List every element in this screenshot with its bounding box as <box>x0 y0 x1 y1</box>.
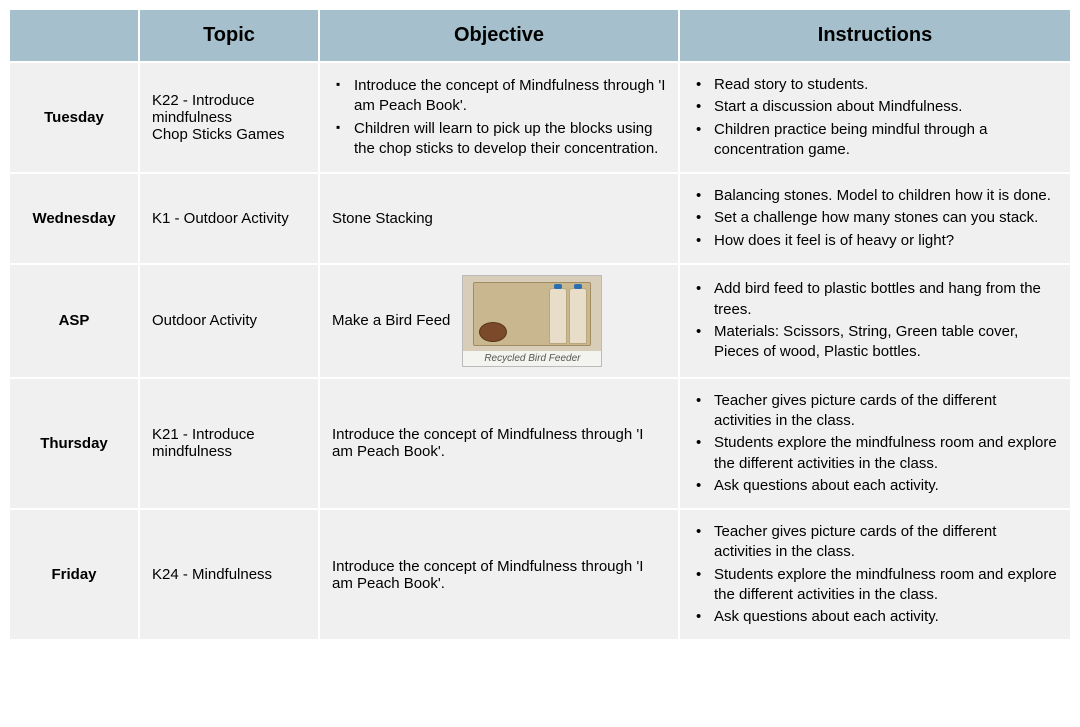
image-caption: Recycled Bird Feeder <box>463 351 601 366</box>
day-cell: Wednesday <box>9 173 139 264</box>
list-item: Teacher gives picture cards of the diffe… <box>692 391 1058 432</box>
table-row: TuesdayK22 - Introduce mindfulnessChop S… <box>9 62 1071 173</box>
instructions-cell: Teacher gives picture cards of the diffe… <box>679 509 1071 640</box>
topic-cell: K21 - Introduce mindfulness <box>139 378 319 509</box>
list-item: Read story to students. <box>692 75 1058 95</box>
table-row: WednesdayK1 - Outdoor ActivityStone Stac… <box>9 173 1071 264</box>
objective-cell: Introduce the concept of Mindfulness thr… <box>319 378 679 509</box>
instructions-cell: Teacher gives picture cards of the diffe… <box>679 378 1071 509</box>
objective-text: Make a Bird Feed <box>332 312 450 329</box>
header-topic: Topic <box>139 9 319 62</box>
objective-cell: Introduce the concept of Mindfulness thr… <box>319 509 679 640</box>
topic-cell: K1 - Outdoor Activity <box>139 173 319 264</box>
instructions-list: Add bird feed to plastic bottles and han… <box>692 279 1058 362</box>
table-body: TuesdayK22 - Introduce mindfulnessChop S… <box>9 62 1071 640</box>
topic-cell: K24 - Mindfulness <box>139 509 319 640</box>
list-item: Students explore the mindfulness room an… <box>692 433 1058 474</box>
instructions-list: Teacher gives picture cards of the diffe… <box>692 522 1058 627</box>
topic-cell: K22 - Introduce mindfulnessChop Sticks G… <box>139 62 319 173</box>
list-item: Add bird feed to plastic bottles and han… <box>692 279 1058 320</box>
objective-cell: Make a Bird Feed Recycled Bird Feeder <box>319 264 679 378</box>
day-cell: Tuesday <box>9 62 139 173</box>
instructions-list: Teacher gives picture cards of the diffe… <box>692 391 1058 496</box>
objective-list: Introduce the concept of Mindfulness thr… <box>332 76 666 159</box>
list-item: Children practice being mindful through … <box>692 120 1058 161</box>
day-cell: Friday <box>9 509 139 640</box>
objective-cell: Stone Stacking <box>319 173 679 264</box>
list-item: Set a challenge how many stones can you … <box>692 208 1058 228</box>
header-instructions: Instructions <box>679 9 1071 62</box>
list-item: Children will learn to pick up the block… <box>332 119 666 160</box>
list-item: Introduce the concept of Mindfulness thr… <box>332 76 666 117</box>
instructions-list: Read story to students.Start a discussio… <box>692 75 1058 160</box>
instructions-cell: Balancing stones. Model to children how … <box>679 173 1071 264</box>
objective-with-image: Make a Bird Feed Recycled Bird Feeder <box>332 275 666 367</box>
header-blank <box>9 9 139 62</box>
bird-feeder-image: Recycled Bird Feeder <box>462 275 602 367</box>
topic-cell: Outdoor Activity <box>139 264 319 378</box>
instructions-cell: Add bird feed to plastic bottles and han… <box>679 264 1071 378</box>
list-item: Balancing stones. Model to children how … <box>692 186 1058 206</box>
list-item: Start a discussion about Mindfulness. <box>692 97 1058 117</box>
list-item: Ask questions about each activity. <box>692 607 1058 627</box>
table-row: FridayK24 - MindfulnessIntroduce the con… <box>9 509 1071 640</box>
header-objective: Objective <box>319 9 679 62</box>
table-row: ASPOutdoor Activity Make a Bird Feed Recyc… <box>9 264 1071 378</box>
instructions-list: Balancing stones. Model to children how … <box>692 186 1058 251</box>
day-cell: Thursday <box>9 378 139 509</box>
list-item: Materials: Scissors, String, Green table… <box>692 322 1058 363</box>
list-item: Students explore the mindfulness room an… <box>692 565 1058 606</box>
list-item: How does it feel is of heavy or light? <box>692 231 1058 251</box>
day-cell: ASP <box>9 264 139 378</box>
lesson-plan-table: Topic Objective Instructions TuesdayK22 … <box>8 8 1072 641</box>
list-item: Ask questions about each activity. <box>692 476 1058 496</box>
objective-cell: Introduce the concept of Mindfulness thr… <box>319 62 679 173</box>
table-row: ThursdayK21 - Introduce mindfulnessIntro… <box>9 378 1071 509</box>
instructions-cell: Read story to students.Start a discussio… <box>679 62 1071 173</box>
list-item: Teacher gives picture cards of the diffe… <box>692 522 1058 563</box>
header-row: Topic Objective Instructions <box>9 9 1071 62</box>
